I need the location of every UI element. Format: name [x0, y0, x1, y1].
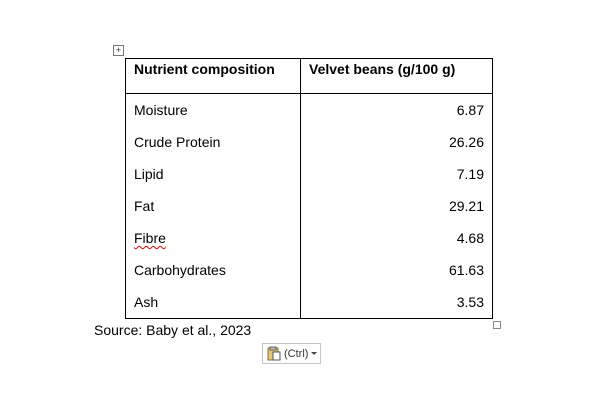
value-cell: 7.19 [300, 158, 493, 190]
nutrient-name: Crude Protein [134, 134, 221, 150]
nutrient-cell: Crude Protein [125, 126, 301, 158]
value-cell: 6.87 [300, 93, 493, 126]
table-row: Carbohydrates 61.63 [125, 254, 493, 286]
nutrient-value: 26.26 [448, 134, 484, 150]
table-resize-handle[interactable] [493, 321, 501, 329]
header-cell: Velvet beans (g/100 g) [300, 58, 493, 94]
nutrient-cell: Lipid [125, 158, 301, 190]
nutrient-cell: Carbohydrates [125, 254, 301, 286]
nutrient-value: 6.87 [456, 102, 484, 118]
table-body: Moisture 6.87 Crude Protein 26.26 Lipid 7.19 F… [125, 93, 493, 319]
nutrient-name: Lipid [134, 166, 164, 182]
paste-icon [267, 346, 281, 361]
nutrient-name: Moisture [134, 102, 188, 118]
table-row: Fat 29.21 [125, 190, 493, 222]
nutrient-value: 61.63 [448, 262, 484, 278]
nutrient-name: Fat [134, 198, 155, 214]
value-cell: 61.63 [300, 254, 493, 286]
nutrient-value: 29.21 [448, 198, 484, 214]
nutrient-cell: Ash [125, 286, 301, 319]
table-row: Ash 3.53 [125, 286, 493, 319]
header-row: Nutrient composition Velvet beans (g/100… [125, 58, 493, 94]
nutrient-name: Carbohydrates [134, 262, 226, 278]
header-cell: Nutrient composition [125, 58, 301, 94]
table-row: Fibre 4.68 [125, 222, 493, 254]
nutrient-cell: Moisture [125, 93, 301, 126]
nutrient-value: 7.19 [456, 166, 484, 182]
table-move-handle[interactable]: + [113, 45, 124, 56]
nutrient-table: Nutrient composition Velvet beans (g/100… [125, 58, 493, 319]
nutrient-value: 4.68 [456, 230, 484, 246]
value-cell: 29.21 [300, 190, 493, 222]
nutrient-value: 3.53 [456, 294, 484, 310]
source-note: Source: Baby et al., 2023 [94, 322, 252, 338]
nutrient-name: Fibre [134, 230, 166, 246]
nutrient-cell: Fat [125, 190, 301, 222]
value-cell: 26.26 [300, 126, 493, 158]
table-row: Moisture 6.87 [125, 93, 493, 126]
value-cell: 4.68 [300, 222, 493, 254]
table-row: Lipid 7.19 [125, 158, 493, 190]
dropdown-arrow [311, 351, 318, 355]
table-row: Crude Protein 26.26 [125, 126, 493, 158]
nutrient-name: Ash [134, 294, 159, 310]
nutrient-cell: Fibre [125, 222, 301, 254]
value-cell: 3.53 [300, 286, 493, 319]
paste-options-button[interactable]: (Ctrl) [262, 343, 321, 364]
paste-label: (Ctrl) [284, 347, 309, 360]
